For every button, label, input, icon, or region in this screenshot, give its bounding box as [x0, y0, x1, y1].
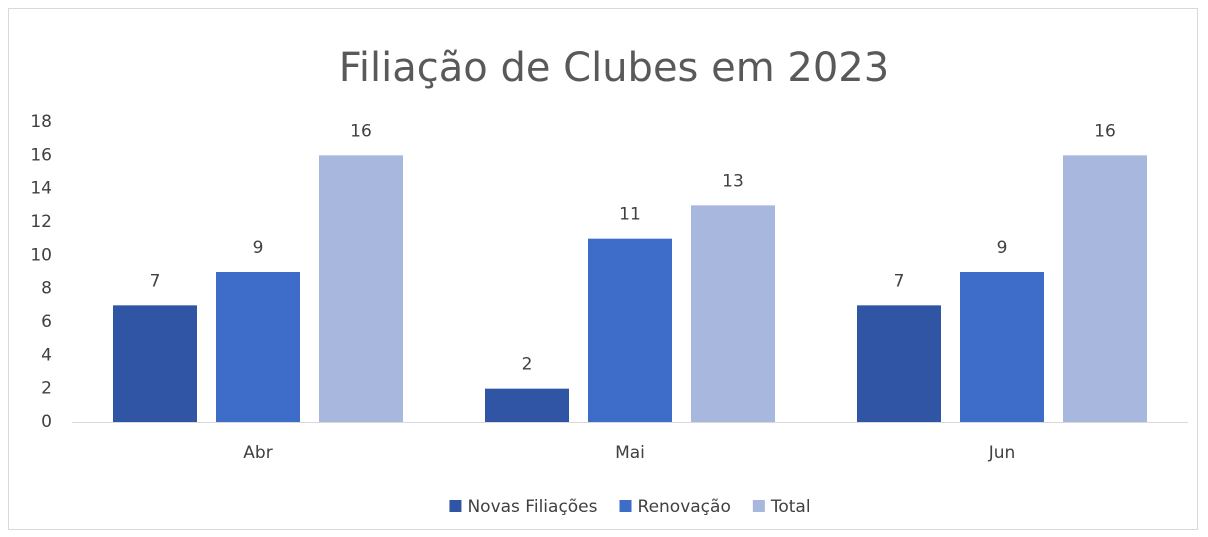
bar: [113, 305, 197, 422]
x-tick-label: Jun: [988, 443, 1016, 463]
data-label: 16: [1094, 121, 1116, 141]
y-tick-label: 10: [30, 245, 52, 265]
y-tick-label: 6: [41, 312, 52, 332]
y-tick-label: 16: [30, 145, 52, 165]
bar: [319, 155, 403, 423]
x-tick-label: Abr: [243, 443, 272, 463]
data-label: 2: [522, 355, 533, 375]
bar: [1063, 155, 1147, 423]
y-tick-label: 18: [30, 112, 52, 132]
x-tick-label: Mai: [615, 443, 645, 463]
data-label: 7: [150, 271, 161, 291]
bar: [216, 272, 300, 422]
y-tick-label: 2: [41, 379, 52, 399]
bar: [960, 272, 1044, 422]
data-label: 7: [894, 271, 905, 291]
data-label: 16: [350, 121, 372, 141]
legend-swatch: [449, 500, 462, 512]
bar: [857, 305, 941, 422]
bar: [691, 205, 775, 422]
legend-label: Renovação: [638, 497, 731, 517]
bar: [588, 238, 672, 422]
y-tick-label: 0: [41, 412, 52, 432]
data-label: 13: [722, 171, 744, 191]
data-label: 11: [619, 205, 641, 225]
bar: [485, 388, 569, 422]
y-tick-label: 14: [30, 179, 52, 199]
data-label: 9: [253, 238, 264, 258]
y-tick-label: 4: [41, 345, 52, 365]
legend-label: Total: [770, 497, 811, 517]
y-tick-label: 8: [41, 279, 52, 299]
data-label: 9: [997, 238, 1008, 258]
legend-swatch: [619, 500, 632, 512]
legend-label: Novas Filiações: [467, 497, 597, 517]
chart-title: Filiação de Clubes em 2023: [339, 45, 889, 91]
y-tick-label: 12: [30, 212, 52, 232]
legend-swatch: [752, 500, 765, 512]
